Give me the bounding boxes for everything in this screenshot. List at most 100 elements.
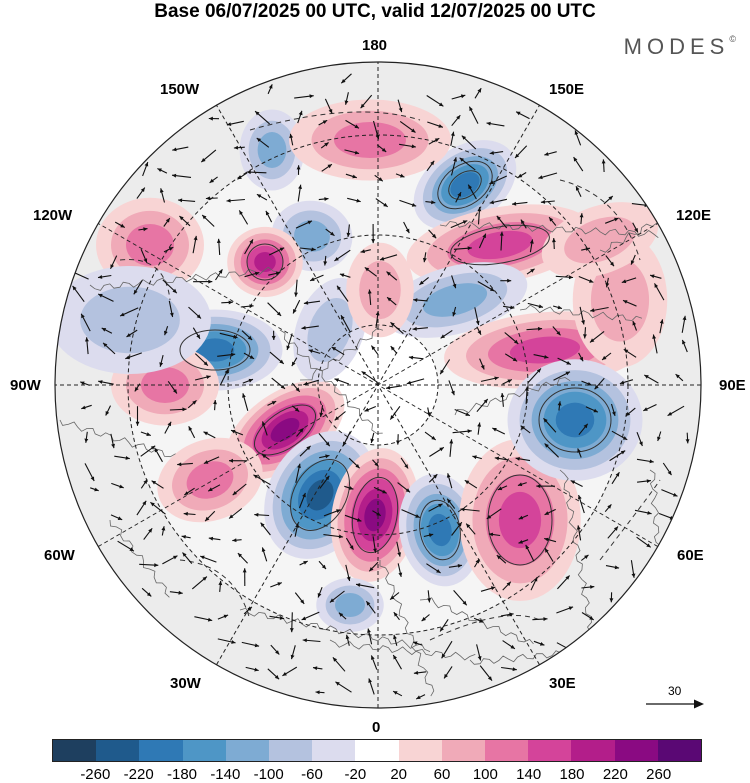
- colorbar-segment: [182, 740, 226, 761]
- wind-arrow-head: [393, 655, 397, 660]
- wind-arrow-head: [295, 523, 300, 528]
- wind-arrow-head: [453, 157, 457, 162]
- wind-arrow-head: [322, 120, 328, 124]
- wind-arrow-head: [477, 330, 481, 335]
- negative-anomaly: [306, 479, 334, 511]
- negative-anomaly: [555, 402, 595, 438]
- wind-arrow-head: [608, 196, 613, 201]
- wind-arrow-head: [303, 381, 308, 386]
- wind-arrow-head: [248, 378, 253, 383]
- wind-arrow-head: [313, 666, 318, 671]
- wind-arrow-head: [499, 231, 504, 236]
- wind-arrow-head: [408, 355, 414, 360]
- wind-arrow-head: [472, 455, 477, 460]
- colorbar-segment: [657, 740, 702, 761]
- colorbar-tick-label: -140: [210, 766, 241, 783]
- wind-arrow-head: [512, 357, 518, 362]
- wind-arrow-head: [275, 650, 280, 655]
- wind-arrow-head: [364, 267, 370, 272]
- wind-arrow-head: [411, 128, 416, 133]
- wind-arrow-head: [144, 162, 149, 167]
- wind-arrow-head: [439, 447, 444, 452]
- label-90e: 90E: [719, 377, 746, 394]
- wind-arrow-head: [213, 400, 217, 405]
- colorbar-tick-label: 60: [433, 766, 451, 783]
- wind-arrow-head: [129, 547, 134, 552]
- wind-arrow-head: [249, 304, 254, 309]
- wind-arrow-head: [172, 147, 177, 152]
- wind-arrow-head: [315, 690, 320, 695]
- wind-arrow-head: [590, 585, 595, 589]
- wind-arrow-head: [371, 239, 376, 244]
- wind-arrow-head: [516, 111, 521, 116]
- wind-arrow-head: [150, 445, 156, 450]
- wind-arrow-head: [646, 479, 651, 483]
- wind-arrow-head: [193, 235, 198, 241]
- negative-anomaly: [428, 513, 452, 547]
- wind-arrow-head: [348, 486, 354, 490]
- wind-arrow-head: [468, 184, 472, 190]
- wind-arrow-head: [208, 279, 213, 284]
- wind-arrow-head: [615, 472, 620, 477]
- wind-arrow-head: [255, 111, 260, 116]
- wind-arrow-head: [650, 274, 655, 279]
- wind-arrow-head: [536, 368, 541, 373]
- wind-arrow-head: [518, 540, 523, 544]
- wind-arrow-head: [570, 480, 576, 484]
- wind-arrow-head: [290, 654, 295, 660]
- contour-line: [249, 111, 421, 131]
- wind-arrow-head: [447, 498, 452, 504]
- wind-arrow-head: [157, 168, 162, 172]
- wind-arrow-head: [85, 337, 89, 342]
- wind-arrow-head: [590, 338, 595, 343]
- wind-arrow-head: [646, 543, 651, 548]
- wind-arrow-head: [173, 555, 178, 560]
- wind-arrow-head: [405, 228, 410, 234]
- wind-arrow-head: [460, 94, 466, 99]
- wind-arrow-head: [242, 393, 246, 398]
- wind-arrow-head: [398, 572, 403, 577]
- map-boundary: [54, 61, 702, 709]
- wind-arrow-head: [188, 426, 193, 431]
- wind-arrow-head: [378, 177, 383, 182]
- wind-arrow-head: [178, 590, 183, 595]
- wind-arrow-head: [206, 375, 211, 379]
- wind-arrow-head: [125, 355, 130, 360]
- wind-arrow-head: [256, 138, 262, 142]
- wind-arrow-head: [682, 339, 686, 345]
- wind-arrow-head: [538, 175, 543, 180]
- colorbar-segment: [398, 740, 442, 761]
- wind-arrow-head: [80, 381, 85, 386]
- wind-arrow-head: [334, 416, 340, 421]
- wind-arrow-head: [367, 289, 372, 294]
- wind-arrow-head: [370, 438, 375, 443]
- wind-arrow-head: [489, 180, 494, 184]
- reference-vector-label: 30: [668, 684, 682, 698]
- wind-arrow-head: [441, 653, 446, 659]
- wind-arrow-head: [431, 436, 436, 440]
- wind-arrow-head: [544, 152, 549, 156]
- wind-arrow-head: [398, 107, 403, 113]
- wind-arrow-head: [452, 312, 457, 317]
- wind-arrow-head: [275, 271, 281, 276]
- wind-arrow-head: [456, 115, 461, 120]
- wind-arrow-head: [143, 227, 148, 232]
- wind-arrow-head: [360, 103, 365, 109]
- negative-anomaly: [307, 297, 353, 363]
- wind-arrow-head: [224, 369, 229, 374]
- wind-arrow-head: [146, 592, 152, 597]
- contour-line: [559, 179, 641, 261]
- wind-arrow-head: [367, 628, 371, 633]
- contour-line: [538, 387, 612, 453]
- colorbar-segment: [485, 740, 529, 761]
- wind-arrow-head: [300, 599, 305, 604]
- wind-arrow-head: [461, 135, 467, 140]
- wind-arrow-head: [433, 474, 438, 479]
- wind-arrow-head: [165, 218, 170, 223]
- wind-arrow-head: [323, 261, 328, 266]
- wind-arrow-head: [594, 385, 599, 390]
- label-90w: 90W: [10, 377, 41, 394]
- wind-arrow-head: [303, 300, 309, 305]
- wind-arrow-head: [184, 491, 189, 495]
- wind-arrow-head: [101, 328, 107, 332]
